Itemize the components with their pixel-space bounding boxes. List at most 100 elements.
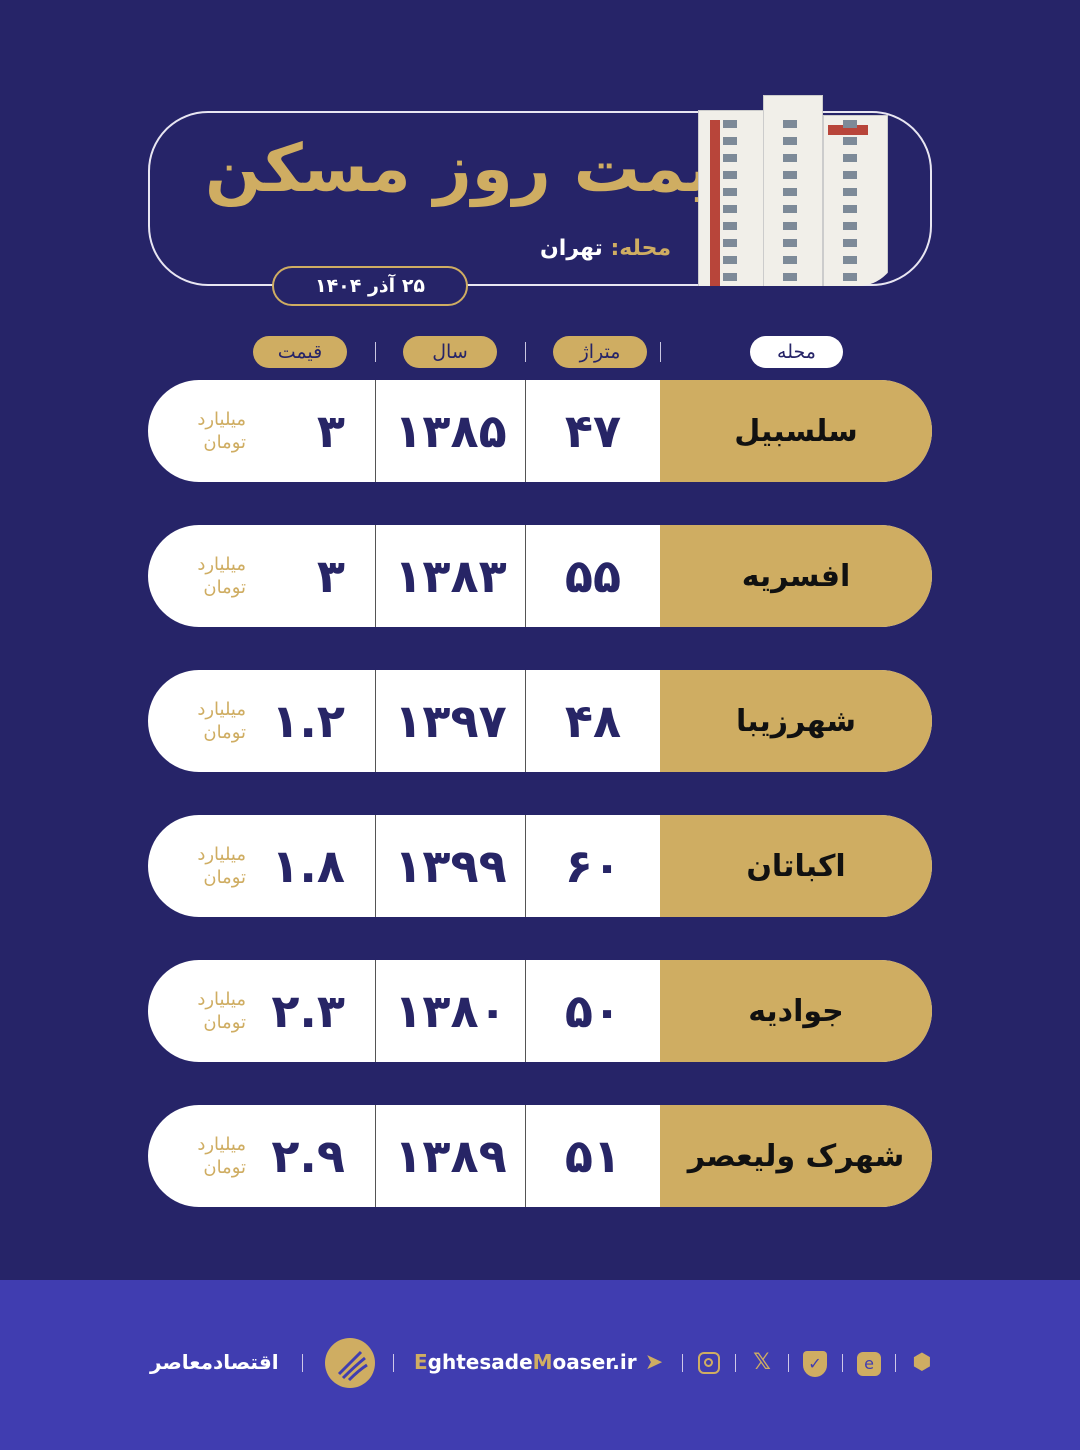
unit-line: میلیارد (197, 1134, 246, 1155)
subtitle-key: محله: (610, 236, 672, 261)
neighborhood-cell: سلسبیل (660, 380, 932, 482)
window (843, 137, 857, 145)
table-row: سلسبیل ۴۷ ۱۳۸۵ ۳ میلیارد تومان (148, 380, 932, 482)
table-row: اکباتان ۶۰ ۱۳۹۹ ۱.۸ میلیارد تومان (148, 815, 932, 917)
window (843, 222, 857, 230)
divider (842, 1354, 843, 1372)
price-unit: میلیارد تومان (176, 1133, 246, 1179)
window (843, 205, 857, 213)
price-cell: ۱.۲ (271, 694, 345, 748)
header-frame (148, 111, 932, 286)
price-cell: ۲.۳ (271, 984, 345, 1038)
price-cell: ۱.۸ (271, 839, 345, 893)
window (723, 120, 737, 128)
window (783, 188, 797, 196)
window (843, 256, 857, 264)
rubika-icon[interactable]: ⬢ (912, 1350, 932, 1375)
window (723, 154, 737, 162)
window (723, 171, 737, 179)
area-cell: ۵۱ (525, 1105, 660, 1207)
divider (525, 342, 526, 362)
date-badge: ۲۵ آذر ۱۴۰۴ (272, 266, 468, 306)
footer (0, 1280, 1080, 1450)
unit-line: میلیارد (197, 699, 246, 720)
year-cell: ۱۳۸۳ (375, 525, 525, 627)
neighborhood-cell: جوادیه (660, 960, 932, 1062)
window (783, 273, 797, 281)
area-cell: ۵۵ (525, 525, 660, 627)
window (783, 205, 797, 213)
building-image (678, 90, 898, 286)
table-row: افسریه ۵۵ ۱۳۸۳ ۳ میلیارد تومان (148, 525, 932, 627)
window (723, 222, 737, 230)
price-cell: ۳ (316, 404, 345, 458)
window (843, 154, 857, 162)
page-title: قیمت روز مسکن (205, 130, 760, 207)
window (783, 239, 797, 247)
unit-line: تومان (203, 1012, 246, 1033)
window (783, 137, 797, 145)
window (723, 239, 737, 247)
neighborhood-cell: شهرزیبا (660, 670, 932, 772)
unit-line: تومان (203, 867, 246, 888)
divider (895, 1354, 896, 1372)
divider (735, 1354, 736, 1372)
website-e: E (414, 1350, 428, 1374)
eitaa-icon[interactable]: e (855, 1349, 883, 1377)
window (723, 188, 737, 196)
price-cell: ۲.۹ (271, 1129, 345, 1183)
subtitle-value: تهران (540, 236, 603, 261)
unit-line: تومان (203, 577, 246, 598)
brand-name: اقتصادمعاصر (150, 1350, 279, 1374)
year-cell: ۱۳۸۵ (375, 380, 525, 482)
price-unit: میلیارد تومان (176, 843, 246, 889)
website-text: oaser.ir (552, 1350, 637, 1374)
price-unit: میلیارد تومان (176, 408, 246, 454)
window (723, 256, 737, 264)
divider (660, 342, 661, 362)
x-icon[interactable]: 𝕏 (753, 1350, 771, 1375)
neighborhood-cell: اکباتان (660, 815, 932, 917)
table-row: شهرک ولیعصر ۵۱ ۱۳۸۹ ۲.۹ میلیارد تومان (148, 1105, 932, 1207)
website-link[interactable]: EghtesadeMoaser.ir (414, 1350, 637, 1374)
unit-line: میلیارد (197, 554, 246, 575)
neighborhood-cell: شهرک ولیعصر (660, 1105, 932, 1207)
window (783, 256, 797, 264)
shield-check-icon[interactable]: ✓ (801, 1349, 829, 1377)
window (843, 188, 857, 196)
table-row: جوادیه ۵۰ ۱۳۸۰ ۲.۳ میلیارد تومان (148, 960, 932, 1062)
instagram-icon[interactable] (695, 1349, 723, 1377)
column-header-neighborhood: محله (750, 336, 843, 368)
area-cell: ۴۷ (525, 380, 660, 482)
column-header-price: قیمت (253, 336, 347, 368)
telegram-icon[interactable]: ➤ (644, 1350, 664, 1375)
unit-line: تومان (203, 432, 246, 453)
unit-line: میلیارد (197, 409, 246, 430)
area-cell: ۵۰ (525, 960, 660, 1062)
column-header-year: سال (403, 336, 497, 368)
price-unit: میلیارد تومان (176, 988, 246, 1034)
divider (302, 1354, 303, 1372)
website-m: M (532, 1350, 553, 1374)
unit-line: تومان (203, 1157, 246, 1178)
divider (788, 1354, 789, 1372)
year-cell: ۱۳۹۷ (375, 670, 525, 772)
price-unit: میلیارد تومان (176, 698, 246, 744)
neighborhood-cell: افسریه (660, 525, 932, 627)
table-row: شهرزیبا ۴۸ ۱۳۹۷ ۱.۲ میلیارد تومان (148, 670, 932, 772)
year-cell: ۱۳۸۹ (375, 1105, 525, 1207)
window (843, 273, 857, 281)
window (843, 120, 857, 128)
unit-line: میلیارد (197, 989, 246, 1010)
website-text: ghtesade (427, 1350, 533, 1374)
price-cell: ۳ (316, 549, 345, 603)
window (783, 222, 797, 230)
window (723, 205, 737, 213)
window (783, 154, 797, 162)
window (783, 171, 797, 179)
unit-line: تومان (203, 722, 246, 743)
divider (375, 342, 376, 362)
window (783, 120, 797, 128)
column-header-area: متراژ (553, 336, 647, 368)
window (843, 171, 857, 179)
